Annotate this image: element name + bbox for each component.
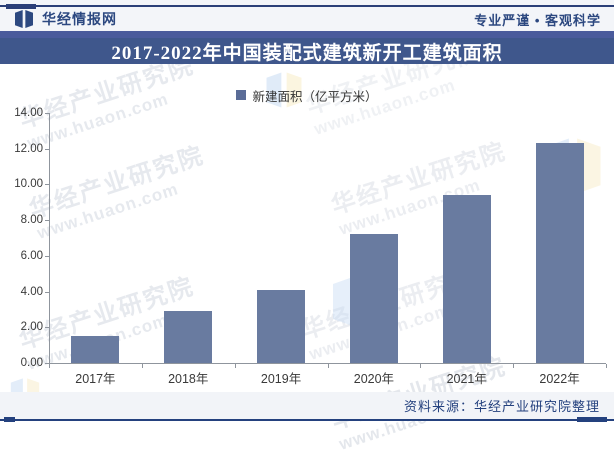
footer: 资料来源：华经产业研究院整理	[0, 392, 614, 419]
bar-2019年	[257, 290, 306, 363]
y-tick	[45, 113, 49, 114]
legend: 新建面积（亿平方米）	[0, 86, 614, 104]
header-blue-bar	[0, 31, 614, 38]
chart-title: 2017-2022年中国装配式建筑新开工建筑面积	[111, 42, 503, 64]
x-tick	[141, 364, 143, 368]
x-tick-label: 2020年	[353, 372, 395, 386]
brand-name: 华经情报网	[42, 11, 117, 27]
bar-2021年	[442, 195, 491, 363]
x-tick	[513, 364, 515, 368]
x-axis	[49, 363, 606, 364]
y-tick-label: 2.00	[20, 321, 43, 334]
y-tick	[45, 255, 49, 257]
y-tick-label: 0.00	[20, 357, 43, 369]
huajing-logo-icon	[13, 10, 35, 28]
header: 华经情报网 专业严谨 • 客观科学	[0, 7, 614, 31]
x-tick-label: 2021年	[446, 372, 487, 386]
watermark-logo-icon	[328, 276, 388, 332]
x-tick	[606, 364, 607, 368]
y-axis	[49, 113, 50, 364]
bar-chart: 0.00 2.00 4.00 6.00 8.00 10.00 12.00 14.00 2017年…	[14, 107, 607, 386]
top-divider-line	[0, 5, 614, 7]
header-slogan: 专业严谨 • 客观科学	[474, 12, 601, 28]
top-divider-cap	[6, 4, 36, 9]
watermark-layer: 华经产业研究院 www.huaon.com 华经产业研究院 www.huaon.com…	[10, 38, 606, 454]
x-tick	[49, 364, 50, 368]
x-tick-label: 2019年	[260, 372, 302, 386]
data-source: 资料来源：华经产业研究院整理	[403, 399, 600, 414]
x-tick	[234, 364, 236, 368]
y-tick	[45, 220, 49, 222]
bottom-divider-cap-left	[4, 417, 15, 422]
x-tick-label: 2017年	[75, 372, 116, 386]
bar-2022年	[535, 143, 584, 363]
bar-2018年	[164, 311, 213, 363]
x-tick-label: 2018年	[168, 372, 209, 386]
y-tick-label: 8.00	[20, 214, 43, 227]
y-tick	[45, 184, 49, 186]
y-tick	[45, 327, 49, 329]
bar-2020年	[349, 234, 398, 363]
y-tick-label: 4.00	[20, 285, 43, 298]
bottom-divider-cap-right	[577, 417, 607, 422]
bar-2017年	[71, 336, 120, 363]
legend-swatch-icon	[236, 90, 247, 100]
x-tick	[327, 364, 329, 368]
legend-label: 新建面积（亿平方米）	[252, 89, 378, 104]
y-tick	[45, 148, 49, 150]
bottom-divider-line	[0, 419, 614, 421]
y-tick	[45, 363, 49, 364]
title-banner: 2017-2022年中国装配式建筑新开工建筑面积	[0, 38, 614, 64]
x-tick	[420, 364, 422, 368]
y-tick-label: 12.00	[14, 142, 43, 155]
x-tick-label: 2022年	[539, 372, 580, 386]
y-tick-label: 6.00	[20, 249, 43, 262]
y-tick-label: 10.00	[14, 178, 43, 191]
y-tick-label: 14.00	[14, 107, 43, 119]
y-tick	[45, 291, 49, 293]
watermark-logo-icon	[540, 138, 606, 199]
brand: 华经情报网	[13, 9, 117, 29]
